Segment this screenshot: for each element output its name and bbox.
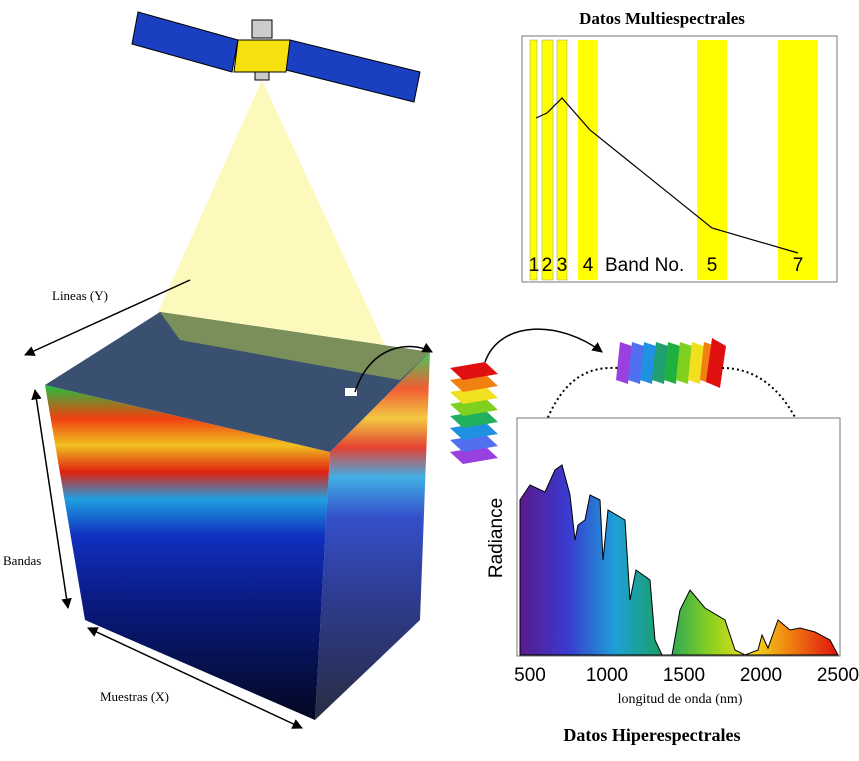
samples-label: Muestras (X): [100, 689, 169, 704]
bands-arrow: [31, 388, 72, 610]
spectral-cards: [616, 338, 726, 388]
band-label: 7: [793, 255, 804, 276]
band-label: 5: [707, 255, 718, 276]
satellite: [131, 11, 421, 103]
hyperspectral-title: Datos Hiperespectrales: [563, 725, 740, 745]
band-label: 2: [542, 255, 553, 276]
y-axis-label: Radiance: [486, 498, 507, 578]
multispectral-title: Datos Multiespectrales: [579, 9, 745, 28]
x-axis-label: longitud de onda (nm): [618, 692, 743, 707]
lines-label: Lineas (Y): [52, 288, 108, 303]
hyperspectral-panel: [516, 417, 841, 657]
band-label: 1: [529, 255, 540, 276]
x-tick-label: 500: [514, 665, 546, 686]
band-label: 3: [557, 255, 568, 276]
data-cube: [45, 312, 430, 720]
pixel-stack: [450, 362, 498, 464]
x-tick-label: 1000: [586, 665, 628, 686]
lines-arrow: [24, 279, 191, 356]
band-axis-label: Band No.: [605, 255, 684, 276]
x-tick-label: 1500: [663, 665, 705, 686]
band-label: 4: [583, 255, 594, 276]
multispectral-panel: [521, 35, 838, 283]
x-tick-label: 2500: [817, 665, 859, 686]
bands-label: Bandas: [3, 553, 41, 568]
x-tick-label: 2000: [740, 665, 782, 686]
samples-arrow: [87, 627, 303, 729]
arrow: [484, 328, 603, 363]
arrow: [354, 342, 433, 393]
sensor-cone: [150, 80, 385, 345]
